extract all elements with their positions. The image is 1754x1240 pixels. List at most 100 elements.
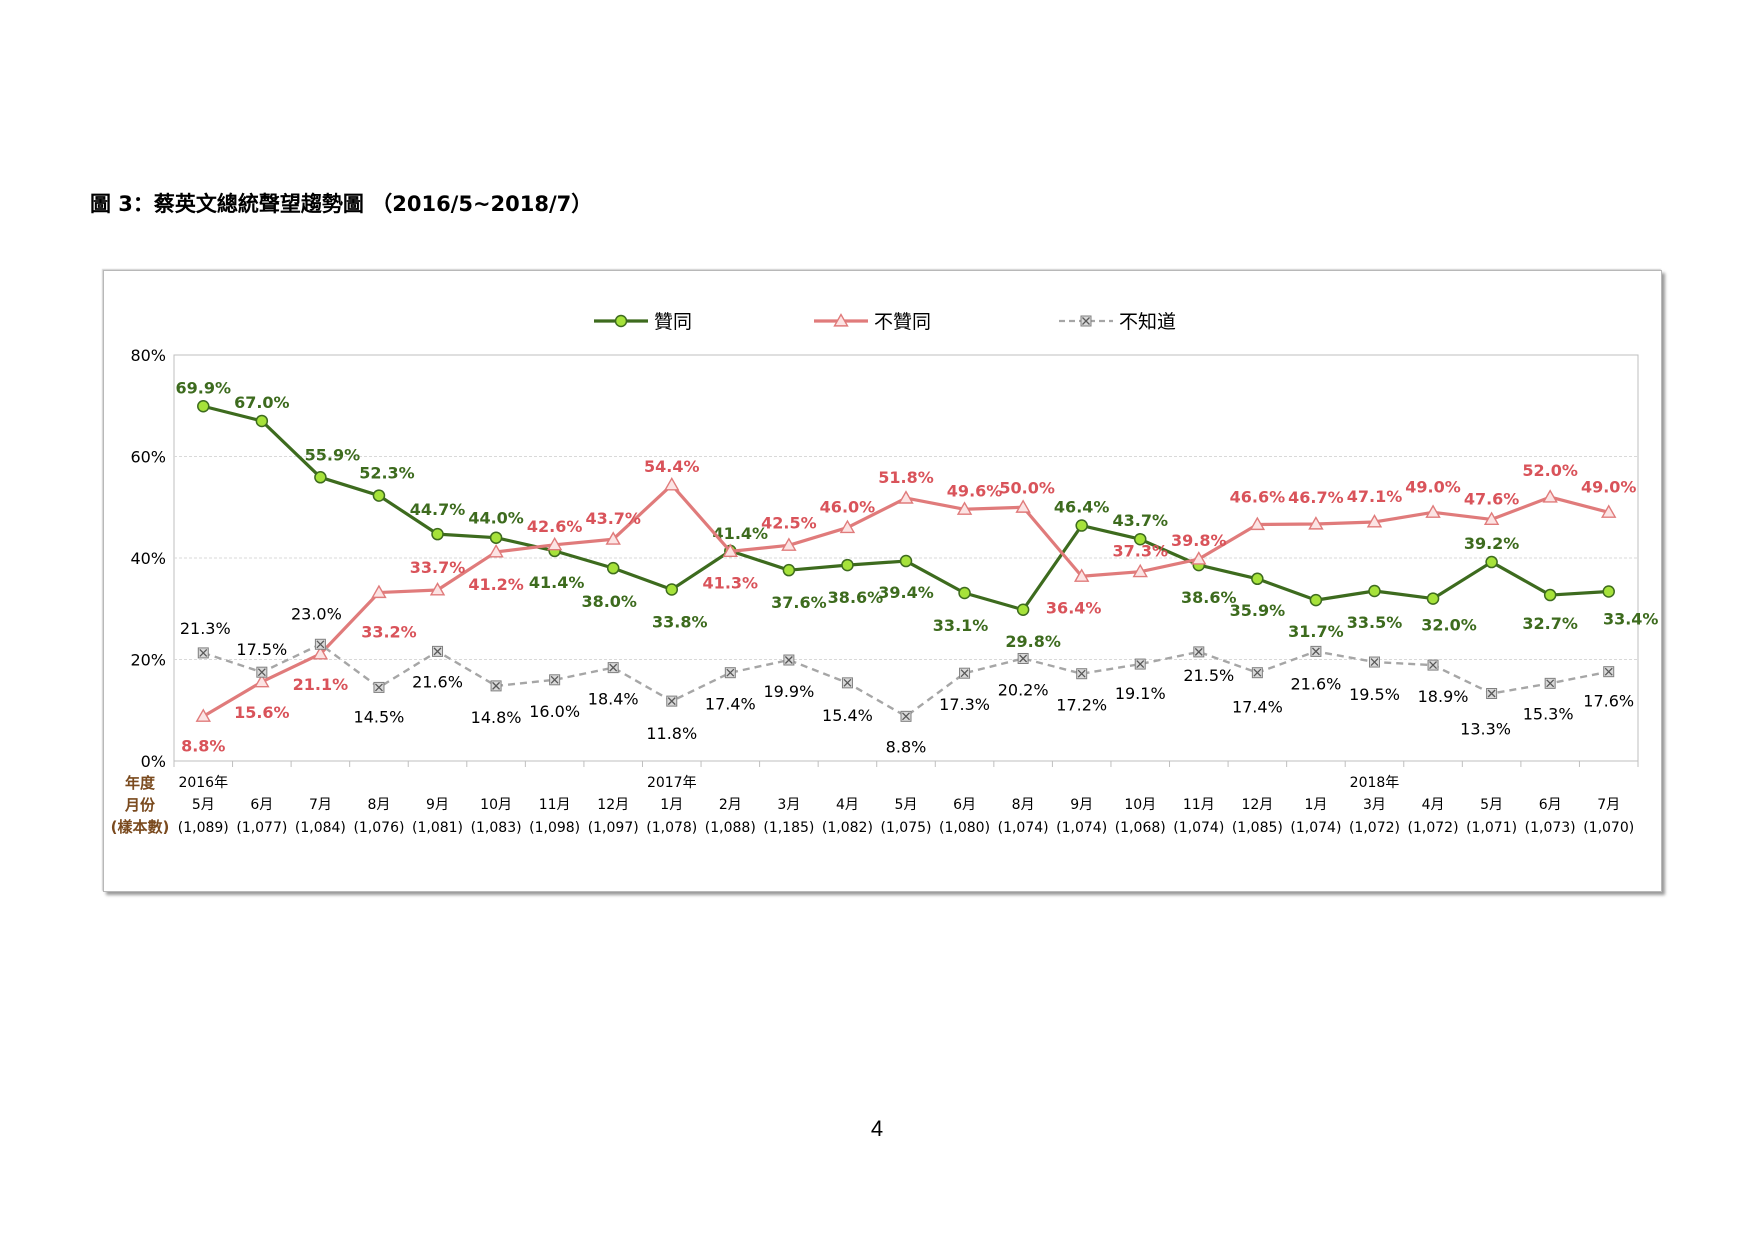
data-point-cross bbox=[375, 683, 383, 692]
data-label: 52.3% bbox=[359, 464, 415, 483]
figure-title: 圖 3：蔡英文總統聲望趨勢圖 （2016/5~2018/7） bbox=[90, 192, 593, 216]
data-point bbox=[900, 710, 912, 722]
x-month-label: 11月 bbox=[539, 797, 571, 813]
x-sample-label: (1,072) bbox=[1349, 820, 1400, 836]
x-sample-label: (1,074) bbox=[998, 820, 1049, 836]
data-point bbox=[1483, 511, 1500, 526]
x-month-label: 5月 bbox=[1480, 797, 1503, 813]
data-point bbox=[255, 414, 269, 428]
data-label: 42.6% bbox=[527, 517, 583, 536]
data-label: 43.7% bbox=[585, 509, 641, 528]
data-point-cross bbox=[257, 668, 266, 677]
data-point-cross bbox=[902, 712, 910, 721]
data-label: 35.9% bbox=[1230, 601, 1286, 620]
data-point bbox=[549, 674, 561, 686]
data-point bbox=[432, 645, 444, 657]
data-point-cross bbox=[1487, 689, 1496, 698]
data-label: 50.0% bbox=[999, 478, 1055, 497]
data-point bbox=[197, 647, 209, 659]
x-month-label: 8月 bbox=[367, 797, 390, 813]
data-point-cross bbox=[667, 697, 676, 706]
data-label: 15.6% bbox=[234, 703, 290, 722]
data-label: 37.3% bbox=[1112, 542, 1168, 561]
data-label: 21.6% bbox=[412, 672, 463, 691]
data-label: 11.8% bbox=[646, 724, 697, 743]
data-point bbox=[1308, 516, 1324, 530]
data-label: 41.2% bbox=[468, 575, 524, 594]
x-month-label: 7月 bbox=[1597, 797, 1620, 813]
data-label: 17.4% bbox=[1232, 698, 1283, 717]
data-point bbox=[722, 543, 739, 557]
x-sample-label: (1,185) bbox=[763, 820, 814, 836]
data-point bbox=[1368, 584, 1381, 598]
data-point bbox=[1602, 585, 1615, 598]
x-sample-label: (1,072) bbox=[1408, 820, 1459, 836]
row-header-label: 月份 bbox=[124, 796, 156, 814]
data-point bbox=[1017, 652, 1029, 664]
page-number: 4 bbox=[870, 1116, 884, 1141]
data-point bbox=[1426, 592, 1440, 605]
data-label: 13.3% bbox=[1460, 720, 1511, 739]
x-sample-label: (1,077) bbox=[236, 820, 287, 836]
data-label: 39.4% bbox=[878, 583, 934, 602]
data-point-cross bbox=[1077, 669, 1086, 678]
data-point-cross bbox=[609, 663, 618, 672]
data-point bbox=[489, 531, 503, 544]
data-label: 36.4% bbox=[1046, 598, 1102, 617]
data-label: 33.2% bbox=[361, 623, 417, 642]
x-month-label: 9月 bbox=[1070, 797, 1093, 813]
data-point bbox=[1134, 658, 1146, 670]
data-point-cross bbox=[1136, 660, 1145, 669]
x-sample-label: (1,068) bbox=[1115, 820, 1166, 836]
data-label: 29.8% bbox=[1005, 632, 1061, 651]
x-month-label: 4月 bbox=[836, 797, 859, 813]
data-point bbox=[1366, 514, 1383, 528]
data-label: 37.6% bbox=[771, 593, 827, 612]
data-point bbox=[665, 583, 679, 596]
x-month-label: 9月 bbox=[426, 797, 449, 813]
data-point bbox=[372, 489, 386, 502]
data-point bbox=[614, 314, 628, 328]
data-point bbox=[959, 667, 971, 679]
data-point bbox=[898, 490, 914, 504]
series-1: 69.9%67.0%55.9%52.3%44.7% 44.0%41.4%38.0%… bbox=[176, 378, 1659, 651]
data-label: 33.1% bbox=[933, 616, 989, 635]
data-point-cross bbox=[1370, 658, 1379, 666]
data-label: 49.6% bbox=[947, 481, 1003, 500]
data-point bbox=[724, 667, 736, 679]
line-chart: 0% 20% 40% 60% 80% 2016年 5月 (1,089) 6月 (1,077) 7月 (… bbox=[111, 311, 1659, 836]
data-label: 44.7% bbox=[410, 500, 466, 519]
data-label: 15.4% bbox=[822, 706, 873, 725]
data-point bbox=[314, 471, 327, 484]
data-label: 38.6% bbox=[1181, 588, 1237, 607]
data-label: 21.1% bbox=[293, 675, 349, 694]
data-label: 15.3% bbox=[1523, 704, 1574, 723]
data-point bbox=[1133, 532, 1147, 546]
data-point bbox=[1193, 646, 1205, 658]
data-point-cross bbox=[1429, 661, 1437, 670]
data-point bbox=[841, 558, 854, 572]
x-month-label: 10月 bbox=[1124, 797, 1156, 813]
x-month-label: 2月 bbox=[719, 797, 742, 813]
x-sample-label: (1,078) bbox=[646, 820, 697, 836]
data-point-cross bbox=[1546, 679, 1555, 688]
data-point bbox=[833, 313, 849, 327]
data-label: 19.5% bbox=[1349, 685, 1400, 704]
data-label: 46.4% bbox=[1054, 498, 1110, 517]
data-point bbox=[1075, 519, 1088, 532]
x-sample-label: (1,071) bbox=[1466, 820, 1517, 836]
data-point bbox=[1309, 593, 1323, 607]
data-point bbox=[1249, 516, 1266, 531]
data-point bbox=[956, 501, 973, 515]
data-point bbox=[1015, 499, 1031, 513]
data-point-cross bbox=[1019, 654, 1028, 663]
data-point bbox=[373, 681, 385, 693]
data-label: 33.7% bbox=[410, 558, 466, 577]
data-label: 19.1% bbox=[1115, 684, 1166, 703]
data-point bbox=[607, 662, 619, 674]
data-point bbox=[1542, 489, 1558, 503]
data-point-cross bbox=[784, 656, 793, 664]
x-sample-label: (1,070) bbox=[1583, 820, 1634, 836]
data-label: 21.5% bbox=[1183, 666, 1234, 685]
legend-label: 不知道 bbox=[1119, 311, 1176, 333]
